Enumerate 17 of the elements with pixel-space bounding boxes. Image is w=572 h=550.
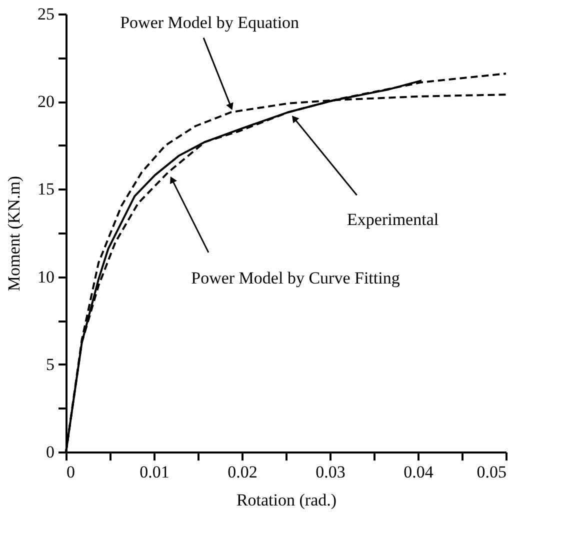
x-tick-label: 0.02 <box>228 462 258 482</box>
annotation: Power Model by Equation <box>120 12 300 32</box>
x-tick-label: 0.04 <box>404 462 434 482</box>
x-tick-label: 0.05 <box>476 462 506 482</box>
annotation: Power Model by Curve Fitting <box>191 268 400 288</box>
x-tick-label: 0 <box>66 462 75 482</box>
y-tick-label: 10 <box>38 267 54 286</box>
x-axis-title: Rotation (rad.) <box>236 490 337 510</box>
annotation: Experimental <box>347 210 439 230</box>
y-axis-title: Moment (KN.m) <box>4 176 24 292</box>
x-tick-label: 0.01 <box>140 462 170 482</box>
y-tick-label: 5 <box>46 354 54 374</box>
y-tick-label: 25 <box>38 4 54 24</box>
y-tick-label: 0 <box>46 442 54 462</box>
x-tick-label: 0.03 <box>316 462 346 482</box>
y-tick-label: 15 <box>38 180 54 199</box>
y-tick-label: 20 <box>38 92 54 112</box>
